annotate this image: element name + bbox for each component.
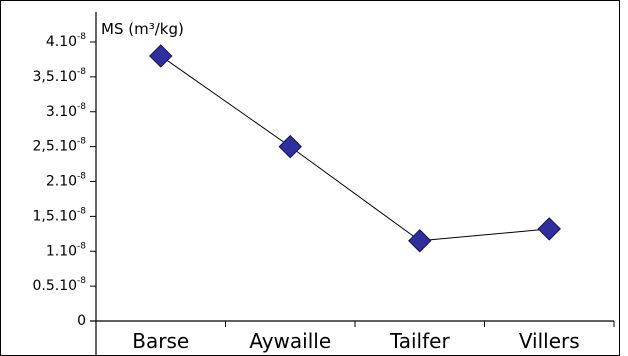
data-point-marker: [149, 44, 173, 68]
y-tick-label: 1.10-8: [46, 241, 86, 260]
x-tick-label: Barse: [132, 329, 189, 353]
x-tick-label: Aywaille: [249, 329, 331, 353]
series-group: [149, 44, 561, 253]
y-axis-ticks: 0 0.5.10-8 1.10-8 1,5.10-8 2.10-8 2,5.10-8 3.1…: [32, 32, 96, 329]
x-axis-ticks: Barse Aywaille Tailfer Villers: [132, 321, 615, 353]
x-tick-label: Villers: [519, 329, 580, 353]
x-tick-label: Tailfer: [389, 329, 451, 353]
y-tick-label: 0.5.10-8: [32, 276, 86, 295]
y-tick-label: 2.10-8: [46, 171, 86, 190]
y-tick-label: 2,5.10-8: [32, 136, 86, 155]
y-tick-label: 1,5.10-8: [32, 206, 86, 225]
data-point-marker: [278, 134, 302, 159]
data-point-marker: [537, 217, 561, 241]
series-line: [160, 55, 550, 242]
data-point-marker: [408, 229, 432, 253]
y-tick-label: 4.10-8: [46, 32, 86, 51]
y-axis-label: MS (m³/kg): [101, 20, 184, 38]
y-tick-label: 3.10-8: [46, 101, 86, 120]
y-tick-label: 0: [77, 313, 86, 329]
y-tick-label: 3,5.10-8: [32, 66, 86, 85]
